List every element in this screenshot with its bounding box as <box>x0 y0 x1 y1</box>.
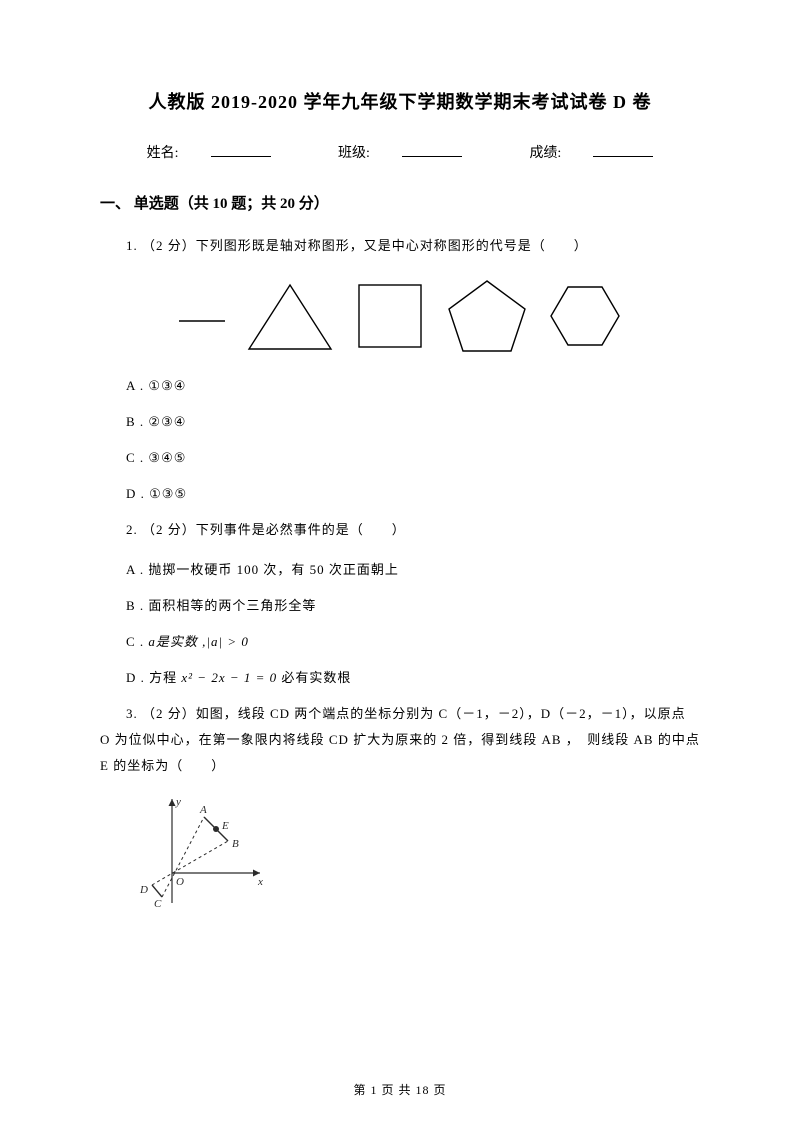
q2-opt-c: C . a是实数 ,|a| > 0 <box>100 629 700 655</box>
q2-opt-d-math: x² − 2x − 1 = 0 <box>181 670 277 685</box>
page-title: 人教版 2019-2020 学年九年级下学期数学期末考试试卷 D 卷 <box>100 88 700 114</box>
svg-text:E: E <box>221 820 229 832</box>
shape-hexagon-icon <box>547 281 623 351</box>
q2-opt-a: A . 抛掷一枚硬币 100 次，有 50 次正面朝上 <box>100 557 700 583</box>
q2-opt-b: B . 面积相等的两个三角形全等 <box>100 593 700 619</box>
q3-graph: y x O D C A B E <box>132 793 700 918</box>
q1-opt-a: A . ①③④ <box>100 373 700 399</box>
shape-line-icon <box>177 281 227 351</box>
q2-stem: 2. （2 分）下列事件是必然事件的是（ ） <box>100 517 700 543</box>
q1-opt-d: D . ①③⑤ <box>100 481 700 507</box>
svg-text:y: y <box>175 796 181 808</box>
page-footer: 第 1 页 共 18 页 <box>0 1081 800 1098</box>
svg-text:x: x <box>257 876 263 888</box>
q1-opt-c: C . ③④⑤ <box>100 445 700 471</box>
section-heading: 一、 单选题（共 10 题；共 20 分） <box>100 192 700 213</box>
q2-opt-d: D . 方程 x² − 2x − 1 = 0 必有实数根 <box>100 665 700 691</box>
q1-opt-b: B . ②③④ <box>100 409 700 435</box>
score-label: 成绩: <box>513 146 669 161</box>
svg-text:B: B <box>232 838 239 850</box>
shape-pentagon-icon <box>445 277 529 355</box>
svg-text:C: C <box>154 898 162 910</box>
shape-triangle-icon <box>245 279 335 354</box>
shape-square-icon <box>353 279 427 354</box>
q1-stem: 1. （2 分）下列图形既是轴对称图形，又是中心对称图形的代号是（ ） <box>100 233 700 259</box>
meta-row: 姓名: 班级: 成绩: <box>100 142 700 162</box>
q2-opt-c-math: a是实数 ,|a| > 0 <box>148 634 248 649</box>
q3-stem: 3. （2 分）如图，线段 CD 两个端点的坐标分别为 C（－1，－2），D（－… <box>100 701 700 779</box>
q1-shapes <box>100 277 700 355</box>
svg-text:D: D <box>139 884 148 896</box>
svg-text:A: A <box>199 804 207 816</box>
svg-text:O: O <box>176 876 184 888</box>
name-label: 姓名: <box>131 146 287 161</box>
class-label: 班级: <box>322 146 478 161</box>
